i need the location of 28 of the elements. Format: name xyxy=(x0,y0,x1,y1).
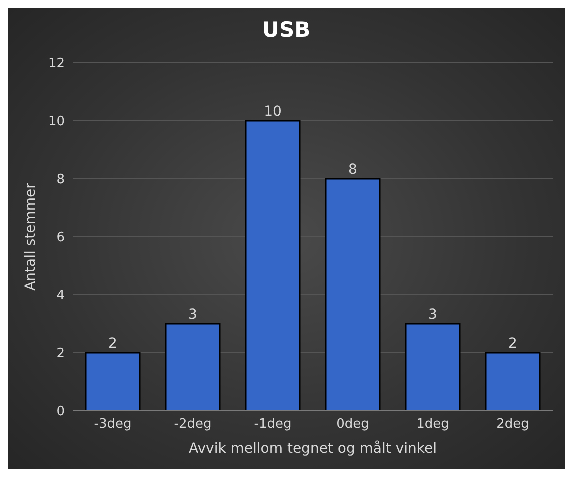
x-tick-label: -3deg xyxy=(94,417,132,432)
y-tick-label: 0 xyxy=(56,404,65,420)
bar xyxy=(245,120,301,411)
y-tick-label: 10 xyxy=(48,114,65,130)
x-tick-label: 0deg xyxy=(336,417,370,432)
y-tick-label: 6 xyxy=(56,230,65,246)
data-label: 10 xyxy=(264,104,282,120)
x-tick-label: -2deg xyxy=(174,417,212,432)
y-tick-label: 8 xyxy=(56,172,65,188)
data-label: 2 xyxy=(508,336,518,352)
y-tick-label: 2 xyxy=(56,346,65,362)
y-tick-label: 12 xyxy=(48,56,65,72)
bar xyxy=(405,323,461,411)
y-tick-label: 4 xyxy=(56,288,65,304)
bar xyxy=(85,352,141,411)
data-label: 3 xyxy=(188,307,198,323)
data-label: 2 xyxy=(108,336,118,352)
chart-title: USB xyxy=(261,18,312,42)
x-tick-label: 2deg xyxy=(496,417,530,432)
bar xyxy=(485,352,541,411)
x-tick-label: 1deg xyxy=(416,417,450,432)
data-label: 8 xyxy=(348,162,358,178)
y-axis-title: Antall stemmer xyxy=(22,182,39,291)
bar xyxy=(165,323,221,411)
x-axis-title: Avvik mellom tegnet og målt vinkel xyxy=(189,440,437,457)
bar xyxy=(325,178,381,411)
data-label: 3 xyxy=(428,307,438,323)
x-tick-label: -1deg xyxy=(254,417,292,432)
